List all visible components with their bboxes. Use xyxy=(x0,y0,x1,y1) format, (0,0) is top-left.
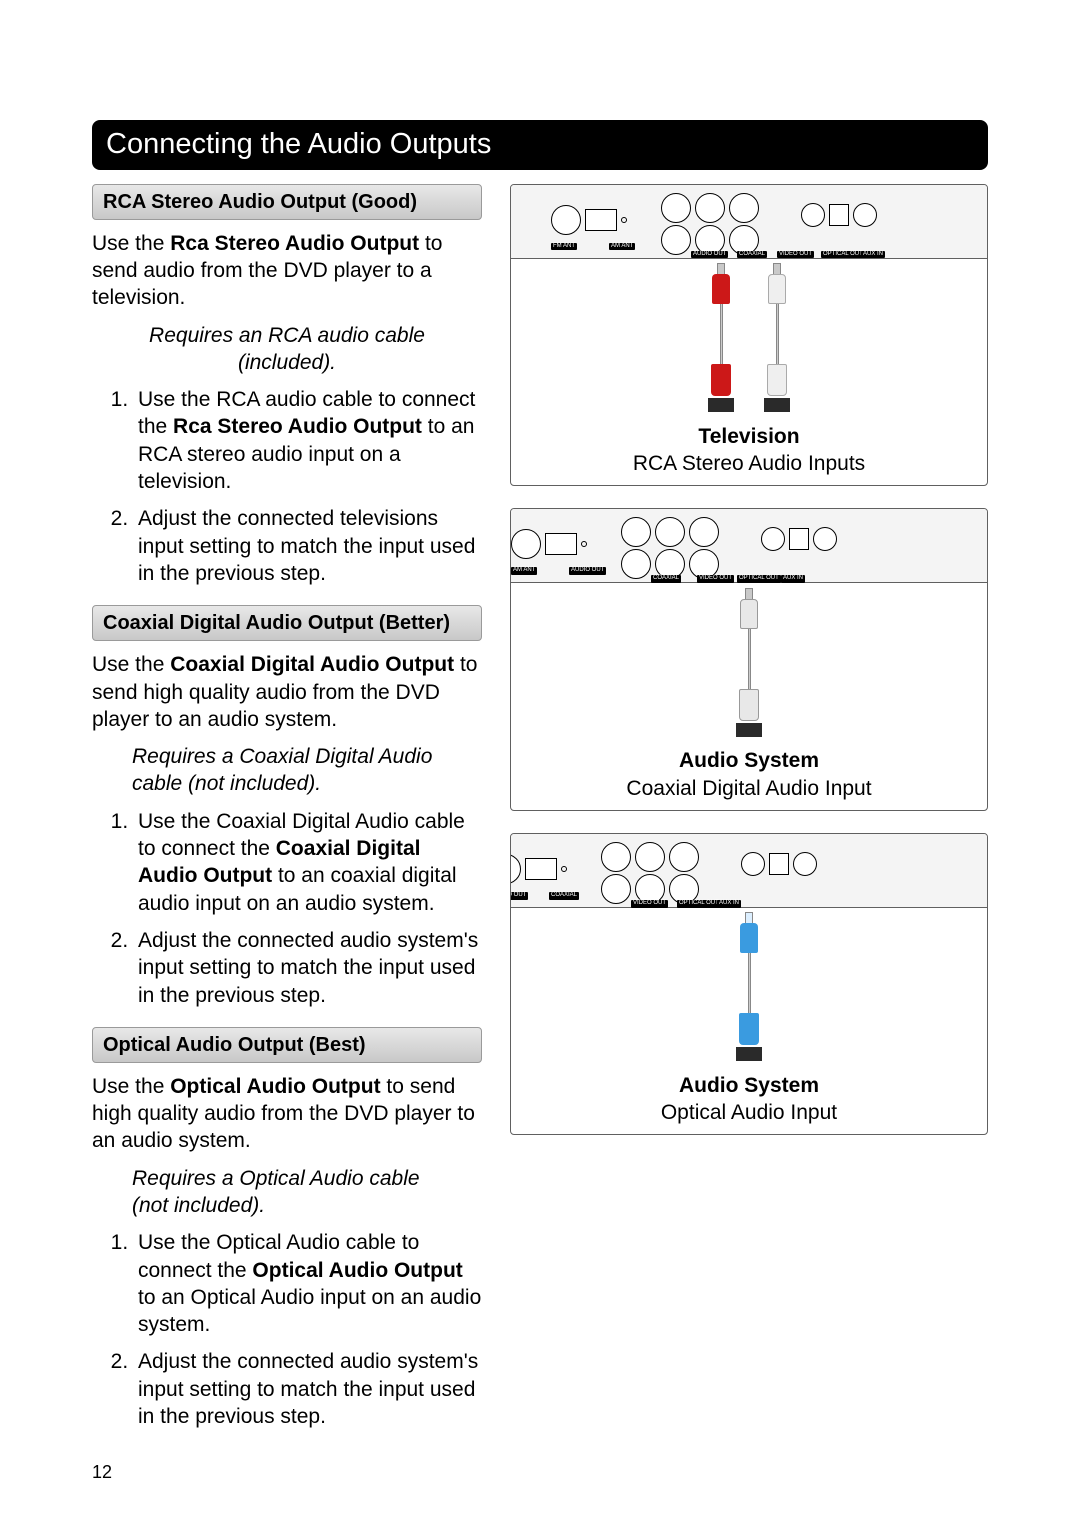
figure-column: FM ANTAM ANTAUDIO OUTCOAXIALVIDEO OUTOPT… xyxy=(510,184,988,1449)
step-item: Use the RCA audio cable to connect the R… xyxy=(134,386,482,495)
text-column: RCA Stereo Audio Output (Good) Use the R… xyxy=(92,184,482,1449)
section-intro: Use the Coaxial Digital Audio Output to … xyxy=(92,651,482,733)
device-back-panel: AM ANTAUDIO OUTCOAXIALVIDEO OUTOPTICAL O… xyxy=(511,509,987,583)
step-item: Adjust the connected televisions input s… xyxy=(134,505,482,587)
section-intro: Use the Rca Stereo Audio Output to send … xyxy=(92,230,482,312)
section-header: Optical Audio Output (Best) xyxy=(92,1027,482,1063)
page-number: 12 xyxy=(92,1461,112,1484)
step-list: Use the Optical Audio cable to connect t… xyxy=(92,1229,482,1430)
step-item: Adjust the connected audio system's inpu… xyxy=(134,927,482,1009)
figure-caption: Television RCA Stereo Audio Inputs xyxy=(511,417,987,486)
step-item: Use the Optical Audio cable to connect t… xyxy=(134,1229,482,1338)
connection-figure: FM ANTAM ANTAUDIO OUTCOAXIALVIDEO OUTOPT… xyxy=(510,184,988,487)
cable-illustration xyxy=(511,908,987,1066)
device-back-panel: FM ANTAM ANTAUDIO OUTCOAXIALVIDEO OUTOPT… xyxy=(511,185,987,259)
cable-illustration xyxy=(511,583,987,741)
cable-illustration xyxy=(511,259,987,417)
section-header: RCA Stereo Audio Output (Good) xyxy=(92,184,482,220)
section-header: Coaxial Digital Audio Output (Better) xyxy=(92,605,482,641)
step-item: Adjust the connected audio system's inpu… xyxy=(134,1348,482,1430)
figure-caption: Audio System Coaxial Digital Audio Input xyxy=(511,741,987,810)
section-intro: Use the Optical Audio Output to send hig… xyxy=(92,1073,482,1155)
connection-figure: AM ANTAUDIO OUTCOAXIALVIDEO OUTOPTICAL O… xyxy=(510,508,988,811)
connection-figure: AUDIO OUTCOAXIALVIDEO OUTOPTICAL OUTAUX … xyxy=(510,833,988,1136)
cable-requirement-note: Requires a Optical Audio cable (not incl… xyxy=(92,1165,482,1230)
page-title: Connecting the Audio Outputs xyxy=(92,120,988,170)
step-list: Use the Coaxial Digital Audio cable to c… xyxy=(92,808,482,1009)
step-item: Use the Coaxial Digital Audio cable to c… xyxy=(134,808,482,917)
cable-requirement-note: Requires an RCA audio cable (included). xyxy=(92,322,482,387)
device-back-panel: AUDIO OUTCOAXIALVIDEO OUTOPTICAL OUTAUX … xyxy=(511,834,987,908)
figure-caption: Audio System Optical Audio Input xyxy=(511,1066,987,1135)
step-list: Use the RCA audio cable to connect the R… xyxy=(92,386,482,587)
content-columns: RCA Stereo Audio Output (Good) Use the R… xyxy=(92,184,988,1449)
cable-requirement-note: Requires a Coaxial Digital Audio cable (… xyxy=(92,743,482,808)
